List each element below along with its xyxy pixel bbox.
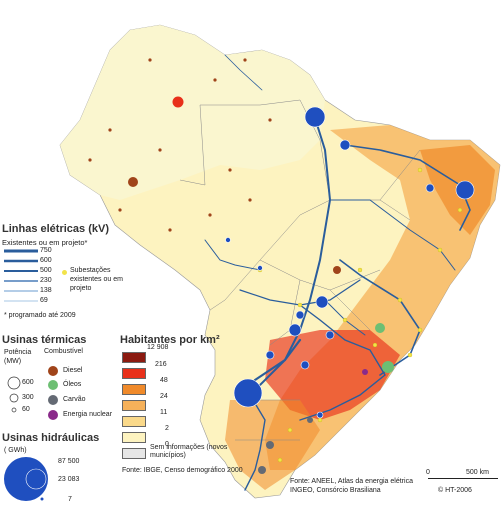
- power-header: Potência (MW): [4, 349, 32, 365]
- nuclear-dot-icon: [48, 410, 58, 420]
- north-region-fill: [60, 25, 325, 200]
- hydro-size-swatches: [4, 457, 48, 501]
- pop-break-4: 24: [160, 393, 168, 400]
- fuel-oil: Óleos: [63, 381, 82, 388]
- hydro-value-mid: 23 083: [58, 476, 80, 483]
- kv-500: 500: [40, 267, 52, 274]
- copyright: © HT-2006: [438, 487, 472, 494]
- pop-break-5: 11: [160, 409, 168, 416]
- lines-legend-title: Linhas elétricas (kV): [2, 223, 109, 235]
- thermal-size-300: 300: [22, 394, 34, 401]
- kv-138: 138: [40, 287, 52, 294]
- lines-legend-subtitle: Existentes ou em projeto*: [2, 238, 88, 247]
- pop-swatch-3: [122, 384, 146, 395]
- hydro-value-max: 87 500: [58, 458, 80, 465]
- kv-600: 600: [40, 257, 52, 264]
- oil-dot-icon: [48, 380, 58, 390]
- source-aneel: Fonte: ANEEL, Atlas da energia elétrica: [290, 478, 413, 485]
- pop-swatch-5: [122, 416, 146, 427]
- lines-note: * programado até 2009: [4, 312, 76, 319]
- diesel-dot-icon: [48, 366, 58, 376]
- fuel-header: Combustível: [44, 348, 83, 355]
- substation-markers: [225, 167, 463, 463]
- thermal-size-600: 600: [22, 379, 34, 386]
- line-width-swatches: [4, 249, 38, 302]
- hydro-value-min: 7: [68, 496, 72, 503]
- coal-dot-icon: [48, 395, 58, 405]
- pop-swatch-2: [122, 368, 146, 379]
- pop-break-7: 0: [165, 441, 169, 448]
- transmission-lines: [204, 54, 471, 491]
- thermal-legend-title: Usinas térmicas: [2, 334, 87, 346]
- source-ingeo: INGEO, Consórcio Brasiliana: [290, 487, 381, 494]
- fuel-diesel: Diesel: [63, 367, 83, 374]
- no-data-swatch: [122, 448, 146, 459]
- thermal-size-60: 60: [22, 406, 30, 413]
- hydro-plant-markers: [225, 106, 475, 419]
- pop-swatch-6: [122, 432, 146, 443]
- kv-69: 69: [40, 297, 48, 304]
- scale-bar: [428, 478, 498, 479]
- pop-swatch-4: [122, 400, 146, 411]
- substations-label: Subestações existentes ou em projeto: [70, 267, 123, 292]
- fuel-nuclear: Energia nuclear: [63, 411, 113, 418]
- thermal-size-swatches: [7, 376, 21, 413]
- kv-750: 750: [40, 247, 52, 254]
- scale-zero: 0: [426, 469, 430, 476]
- southeast-density: [265, 330, 400, 420]
- hydro-legend-title: Usinas hidráulicas: [2, 432, 100, 444]
- thermal-plant-markers: [88, 58, 394, 474]
- pop-swatch-1: [122, 352, 146, 363]
- pop-break-1: 12 908: [147, 344, 169, 351]
- hydro-unit: ( GWh): [4, 447, 27, 454]
- pop-break-6: 2: [165, 425, 169, 432]
- scale-distance: 500 km: [466, 469, 489, 476]
- substation-icon: [62, 270, 67, 275]
- kv-230: 230: [40, 277, 52, 284]
- no-data-label: Sem informações (novos municípios): [150, 444, 228, 459]
- source-census: Fonte: IBGE, Censo demográfico 2000: [122, 467, 243, 474]
- pop-break-3: 48: [160, 377, 168, 384]
- pop-break-2: 216: [155, 361, 167, 368]
- population-legend-title: Habitantes por km²: [120, 334, 220, 346]
- fuel-coal: Carvão: [63, 396, 86, 403]
